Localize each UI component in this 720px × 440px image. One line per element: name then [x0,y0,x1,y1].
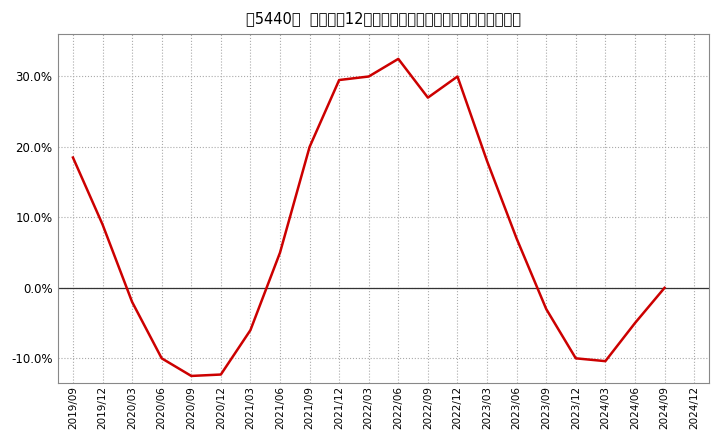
Title: ［5440］  売上高の12か月移動合計の対前年同期増減率の推移: ［5440］ 売上高の12か月移動合計の対前年同期増減率の推移 [246,11,521,26]
